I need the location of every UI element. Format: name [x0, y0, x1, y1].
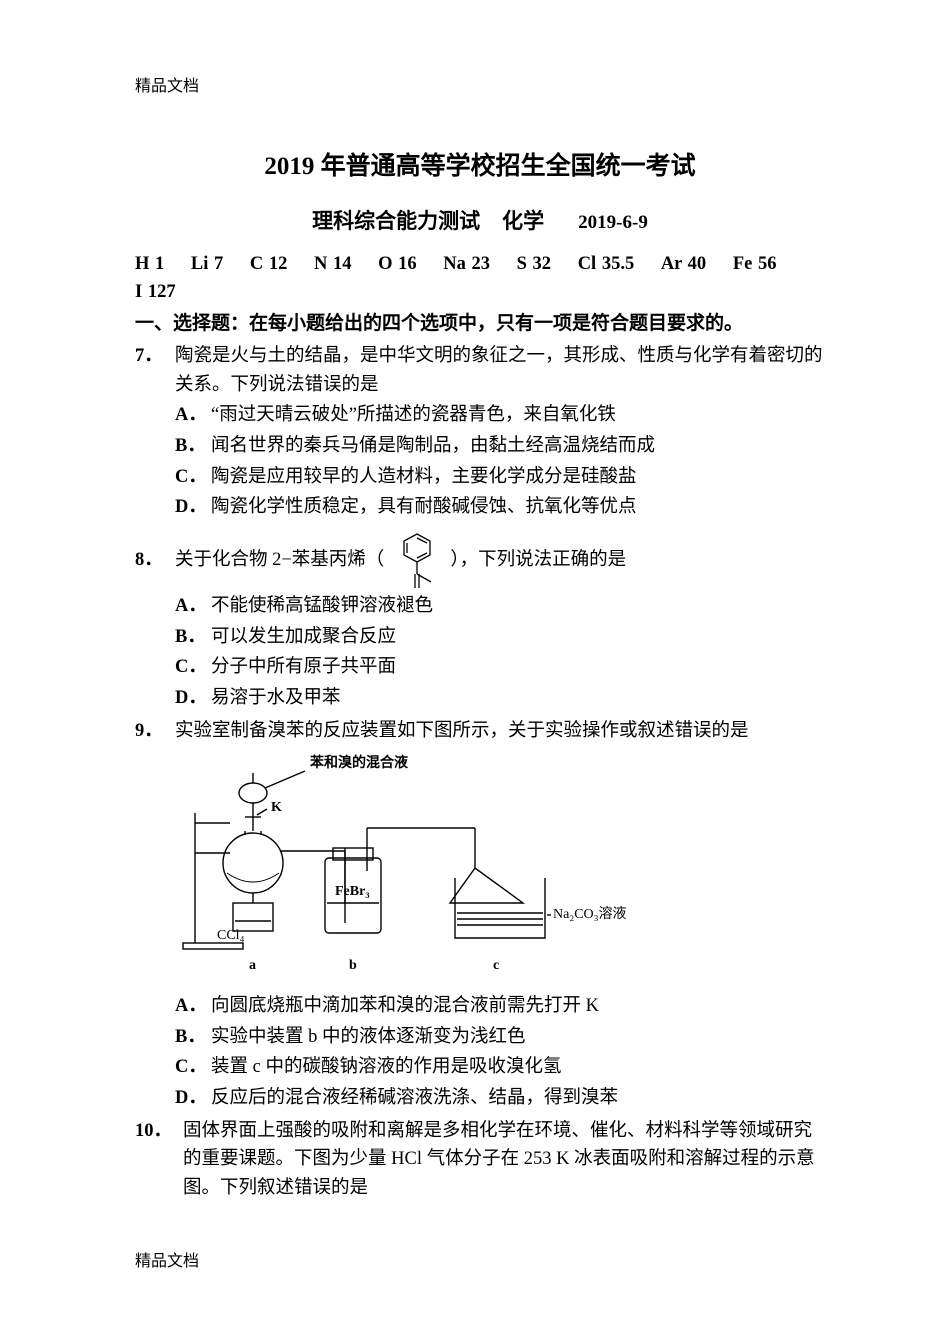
q8-opt-d-letter: D．	[175, 684, 211, 713]
q8-opt-d: 易溶于水及甲苯	[211, 684, 825, 713]
diagram-label-b: b	[349, 958, 357, 973]
q9-opt-c: 装置 c 中的碳酸钠溶液的作用是吸收溴化氢	[211, 1053, 825, 1082]
q7-stem: 陶瓷是火与土的结晶，是中华文明的象征之一，其形成、性质与化学有着密切的关系。下列…	[175, 342, 825, 399]
q7-opt-a-letter: A．	[175, 401, 211, 430]
diagram-febr3-label: FeBr₃	[335, 884, 370, 899]
exam-date: 2019-6-9	[578, 208, 648, 237]
q8-stem-row: 关于化合物 2−苯基丙烯（ ），下列说	[175, 530, 825, 590]
mass-c: C 12	[250, 251, 288, 279]
mass-li: Li 7	[191, 251, 223, 279]
q9-opt-a-letter: A．	[175, 992, 211, 1021]
q9-opt-b: 实验中装置 b 中的液体逐渐变为浅红色	[211, 1023, 825, 1052]
q9-opt-d-letter: D．	[175, 1084, 211, 1113]
q7-opt-b-letter: B．	[175, 432, 211, 461]
q8-opt-a-letter: A．	[175, 592, 211, 621]
mass-cl: Cl 35.5	[578, 251, 635, 279]
diagram-na2co3-label: Na₂CO₃溶液	[553, 906, 627, 922]
title-sub-left: 理科综合能力测试	[312, 209, 480, 233]
mass-i: I 127	[135, 279, 176, 307]
question-10: 10． 固体界面上强酸的吸附和离解是多相化学在环境、催化、材料科学等领域研究的重…	[135, 1117, 825, 1203]
q8-stem-pre: 关于化合物 2−苯基丙烯（	[175, 546, 384, 575]
mass-na: Na 23	[443, 251, 490, 279]
phenylpropene-structure-icon	[386, 530, 448, 590]
q8-opt-b: 可以发生加成聚合反应	[211, 623, 825, 652]
q7-number: 7．	[135, 342, 175, 371]
q7-opt-d: 陶瓷化学性质稳定，具有耐酸碱侵蚀、抗氧化等优点	[211, 493, 825, 522]
q7-opt-d-letter: D．	[175, 493, 211, 522]
diagram-k-label: K	[271, 800, 282, 815]
q7-opt-a: “雨过天晴云破处”所描述的瓷器青色，来自氧化铁	[211, 401, 825, 430]
diagram-ccl4-label: CCl₄	[217, 928, 245, 943]
q9-number: 9．	[135, 717, 175, 746]
diagram-label-c: c	[493, 958, 499, 973]
question-9: 9． 实验室制备溴苯的反应装置如下图所示，关于实验操作或叙述错误的是 苯和溴的混…	[135, 717, 825, 1113]
q8-stem-post: ），下列说法正确的是	[450, 546, 626, 575]
atomic-mass-line: H 1 Li 7 C 12 N 14 O 16 Na 23 S 32 Cl 35…	[135, 251, 825, 307]
mass-n: N 14	[314, 251, 352, 279]
diagram-label-a: a	[249, 958, 256, 973]
q9-opt-c-letter: C．	[175, 1053, 211, 1082]
q8-opt-c-letter: C．	[175, 653, 211, 682]
title-sub-right: 化学	[502, 209, 544, 233]
question-8: 8． 关于化合物 2−苯基丙烯（	[135, 530, 825, 713]
q7-opt-c: 陶瓷是应用较早的人造材料，主要化学成分是硅酸盐	[211, 463, 825, 492]
q8-number: 8．	[135, 546, 175, 575]
q8-opt-c: 分子中所有原子共平面	[211, 653, 825, 682]
mass-s: S 32	[517, 251, 551, 279]
q9-opt-d: 反应后的混合液经稀碱溶液洗涤、结晶，得到溴苯	[211, 1084, 825, 1113]
mass-fe: Fe 56	[733, 251, 777, 279]
title-sub: 理科综合能力测试化学 2019-6-9	[135, 205, 825, 238]
q7-opt-c-letter: C．	[175, 463, 211, 492]
bromobenzene-apparatus-diagram: 苯和溴的混合液 K	[175, 753, 675, 978]
q9-stem: 实验室制备溴苯的反应装置如下图所示，关于实验操作或叙述错误的是	[175, 717, 825, 746]
q8-opt-b-letter: B．	[175, 623, 211, 652]
question-7: 7． 陶瓷是火与土的结晶，是中华文明的象征之一，其形成、性质与化学有着密切的关系…	[135, 342, 825, 522]
mass-h: H 1	[135, 251, 164, 279]
q10-stem: 固体界面上强酸的吸附和离解是多相化学在环境、催化、材料科学等领域研究的重要课题。…	[183, 1117, 825, 1203]
header-watermark: 精品文档	[135, 75, 825, 100]
mass-ar: Ar 40	[661, 251, 706, 279]
mass-o: O 16	[378, 251, 417, 279]
q9-opt-b-letter: B．	[175, 1023, 211, 1052]
q7-opt-b: 闻名世界的秦兵马俑是陶制品，由黏土经高温烧结而成	[211, 432, 825, 461]
footer-watermark: 精品文档	[135, 1250, 199, 1275]
diagram-top-label: 苯和溴的混合液	[309, 754, 409, 771]
title-main: 2019 年普通高等学校招生全国统一考试	[135, 148, 825, 187]
q10-number: 10．	[135, 1117, 183, 1146]
q8-opt-a: 不能使稀高锰酸钾溶液褪色	[211, 592, 825, 621]
q9-opt-a: 向圆底烧瓶中滴加苯和溴的混合液前需先打开 K	[211, 992, 825, 1021]
section-heading: 一、选择题：在每小题给出的四个选项中，只有一项是符合题目要求的。	[135, 309, 825, 338]
